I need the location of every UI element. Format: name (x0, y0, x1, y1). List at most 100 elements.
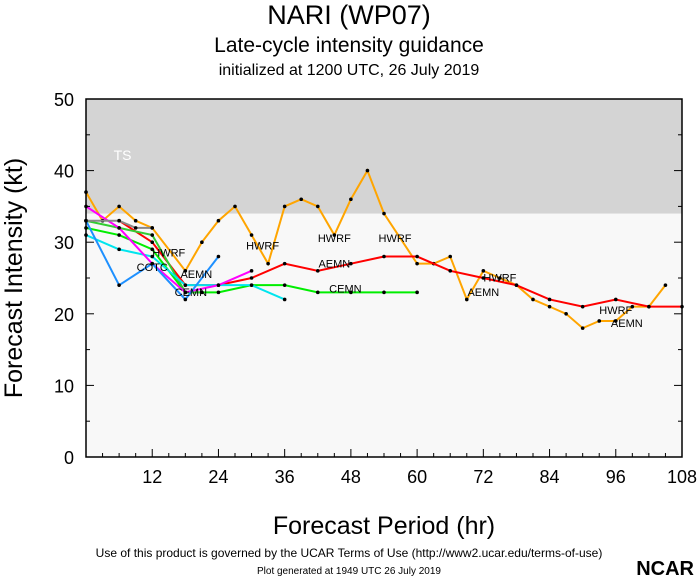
data-point (382, 290, 386, 295)
data-point (315, 269, 320, 273)
data-point (365, 168, 370, 173)
data-point (613, 319, 618, 323)
data-point (448, 269, 453, 273)
y-tick-label: 40 (54, 162, 74, 182)
series-label: AEMN (180, 269, 212, 281)
data-point (133, 218, 138, 223)
data-point (183, 290, 188, 295)
x-tick-label: 24 (208, 467, 228, 487)
data-point (349, 261, 353, 266)
data-point (382, 211, 386, 216)
data-point (117, 226, 121, 230)
data-point (382, 254, 386, 259)
data-point (200, 240, 204, 244)
data-point (150, 247, 155, 252)
series-label: AEMN (611, 318, 643, 330)
data-point (481, 269, 486, 273)
y-tick-label: 50 (54, 90, 74, 110)
x-tick-label: 36 (275, 467, 295, 487)
data-point (415, 261, 419, 266)
data-point (249, 233, 254, 237)
data-point (150, 254, 155, 259)
data-point (133, 226, 138, 230)
y-axis-label: Forecast Intensity (kt) (0, 158, 28, 398)
x-tick-label: 108 (667, 467, 697, 487)
series-label: HWRF (599, 305, 632, 317)
data-point (216, 254, 221, 259)
data-point (547, 297, 552, 302)
data-point (233, 204, 237, 209)
data-point (647, 304, 651, 309)
data-point (547, 304, 552, 309)
ts-band-label: TS (114, 147, 132, 163)
series-line-7 (86, 219, 153, 229)
data-point (531, 297, 535, 302)
data-point (514, 283, 519, 287)
data-point (580, 304, 585, 309)
series-label: HWRF (379, 233, 412, 245)
ts-band (86, 99, 682, 214)
data-point (630, 304, 635, 309)
x-axis-label: Forecast Period (hr) (273, 512, 495, 540)
data-point (150, 261, 155, 266)
data-point (282, 297, 287, 302)
data-point (117, 218, 121, 223)
data-point (448, 254, 453, 259)
data-point (117, 247, 121, 252)
data-point (216, 283, 221, 287)
data-point (117, 204, 121, 209)
data-point (249, 283, 254, 287)
data-point (117, 283, 121, 287)
data-point (464, 297, 469, 302)
series-label: AEMN (467, 287, 499, 299)
x-tick-label: 72 (473, 467, 493, 487)
data-point (349, 290, 353, 295)
series-label: HWRF (318, 233, 351, 245)
data-point (183, 269, 188, 273)
data-point (200, 290, 204, 295)
data-point (299, 197, 304, 202)
terms-footer: Use of this product is governed by the U… (95, 546, 603, 560)
data-point (580, 326, 585, 330)
y-tick-label: 30 (54, 233, 74, 253)
data-point (415, 254, 419, 259)
data-point (498, 276, 502, 280)
chart-subtitle: Late-cycle intensity guidance (214, 34, 484, 57)
series-line-0 (85, 168, 667, 330)
data-point (613, 297, 618, 302)
y-tick-label: 20 (54, 305, 74, 325)
x-tick-label: 96 (606, 467, 626, 487)
series-label: HWRF (152, 248, 185, 260)
x-tick-label: 84 (540, 467, 560, 487)
data-point (481, 276, 486, 280)
x-tick-label: 12 (142, 467, 162, 487)
init-time: initialized at 1200 UTC, 26 July 2019 (218, 62, 480, 79)
data-point (183, 283, 188, 287)
x-tick-label: 48 (341, 467, 361, 487)
y-tick-label: 0 (64, 448, 74, 468)
data-point (117, 233, 121, 237)
data-point (249, 276, 254, 280)
data-point (315, 204, 320, 209)
x-tick-label: 60 (407, 467, 427, 487)
data-point (415, 290, 419, 295)
chart-title: NARI (WP07) (267, 0, 431, 30)
data-point (183, 297, 188, 302)
data-point (663, 283, 668, 287)
data-point (150, 226, 155, 230)
data-point (332, 233, 337, 237)
ncar-logo: NCAR (636, 558, 694, 580)
y-tick-label: 10 (54, 376, 74, 396)
data-point (564, 312, 568, 316)
series-label: COTC (137, 262, 168, 274)
data-point (150, 240, 155, 244)
data-point (150, 233, 155, 237)
series-label: HWRF (246, 240, 279, 252)
series-label: HWRF (483, 273, 516, 285)
data-point (282, 261, 287, 266)
data-point (216, 290, 221, 295)
data-point (249, 269, 254, 273)
data-point (282, 204, 287, 209)
